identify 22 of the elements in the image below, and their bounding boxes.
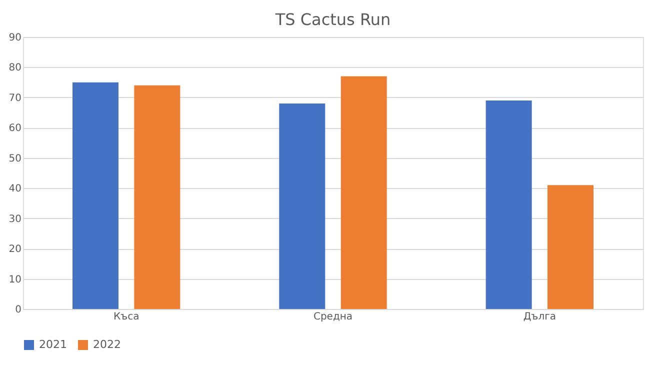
bar: [340, 76, 387, 309]
bar: [72, 82, 118, 309]
bar: [548, 185, 594, 309]
legend-label: 2021: [39, 338, 67, 351]
y-tick-label: 70: [8, 92, 22, 104]
x-tick-label: Къса: [113, 312, 140, 322]
y-tick-label: 0: [15, 304, 22, 316]
y-tick-label: 90: [8, 32, 22, 44]
y-tick-label: 40: [8, 184, 22, 195]
y-tick-label: 50: [8, 153, 22, 164]
y-tick-label: 20: [8, 244, 22, 256]
bar: [134, 85, 180, 309]
bar: [486, 100, 532, 309]
chart-title: TS Cactus Run: [274, 10, 391, 29]
y-tick-label: 80: [8, 62, 22, 74]
legend-label: 2022: [93, 338, 121, 351]
x-tick-label: Дълга: [523, 312, 556, 322]
y-tick-label: 30: [8, 214, 22, 225]
y-tick-label: 60: [8, 123, 22, 134]
x-tick-label: Средна: [313, 312, 353, 322]
bar: [279, 103, 326, 309]
y-tick-label: 10: [8, 274, 22, 286]
